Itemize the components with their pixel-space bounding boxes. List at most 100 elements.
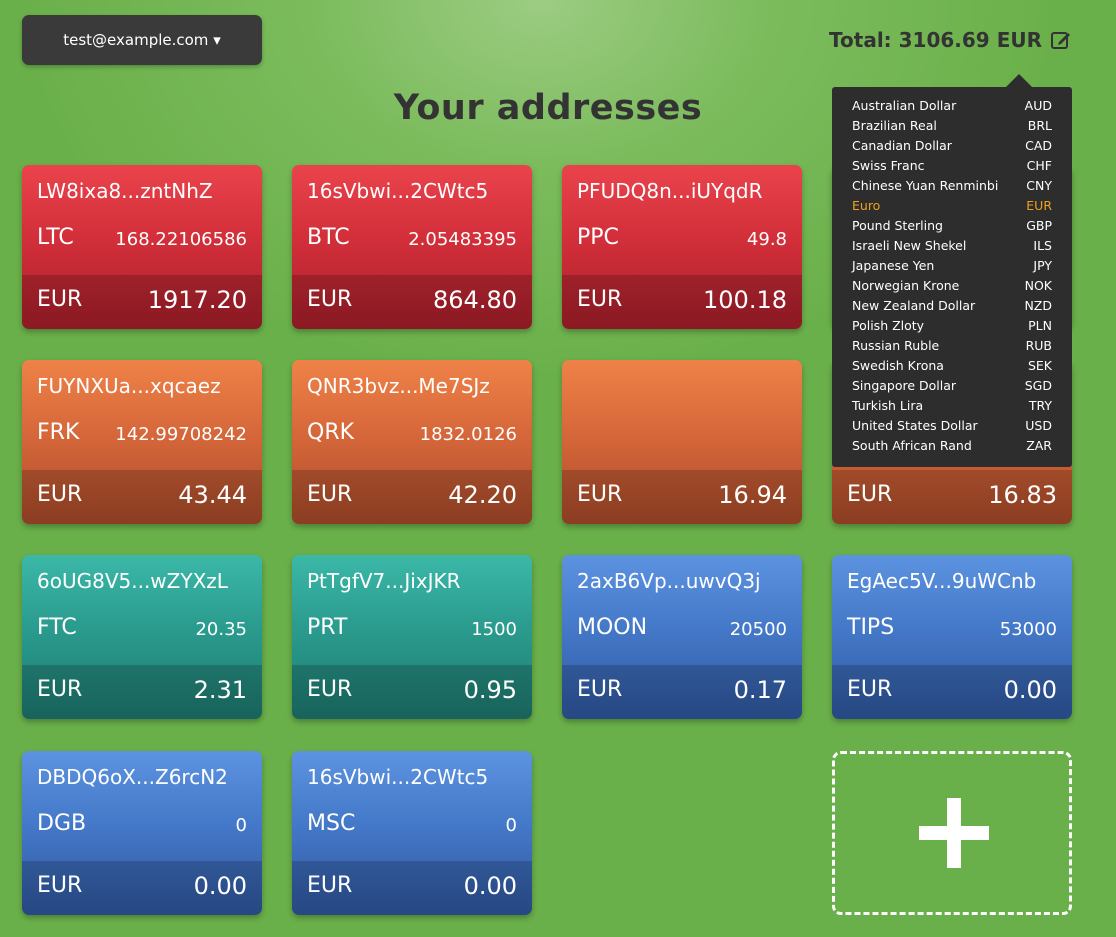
card-balance: 1832.0126 (419, 424, 517, 445)
card-symbol: FRK (37, 420, 80, 445)
card-value: 2.31 (193, 676, 247, 704)
currency-code: EUR (1026, 197, 1052, 213)
card-footer: EUR 0.00 (292, 861, 532, 915)
currency-code: PLN (1028, 317, 1052, 333)
account-menu-button[interactable]: test@example.com ▾ (22, 15, 262, 65)
currency-code: NOK (1024, 277, 1052, 293)
address-card[interactable]: 6oUG8V5...wZYXzL FTC 20.35 EUR 2.31 (22, 555, 262, 719)
card-footer: EUR 16.94 (562, 470, 802, 524)
currency-option-cad[interactable]: Canadian Dollar CAD (852, 135, 1052, 155)
card-currency: EUR (577, 677, 623, 702)
currency-option-aud[interactable]: Australian Dollar AUD (852, 95, 1052, 115)
currency-option-brl[interactable]: Brazilian Real BRL (852, 115, 1052, 135)
card-footer: EUR 2.31 (22, 665, 262, 719)
card-balance: 142.99708242 (115, 424, 247, 445)
currency-option-gbp[interactable]: Pound Sterling GBP (852, 215, 1052, 235)
card-symbol: PRT (307, 615, 348, 640)
card-symbol: LTC (37, 225, 74, 250)
card-currency: EUR (307, 482, 353, 507)
currency-name: Russian Ruble (852, 337, 940, 353)
address-card[interactable]: 16sVbwi...2CWtc5 BTC 2.05483395 EUR 864.80 (292, 165, 532, 329)
currency-option-chf[interactable]: Swiss Franc CHF (852, 155, 1052, 175)
card-value: 16.94 (718, 481, 787, 509)
card-value: 0.95 (463, 676, 517, 704)
currency-option-nzd[interactable]: New Zealand Dollar NZD (852, 295, 1052, 315)
card-symbol: DGB (37, 811, 87, 836)
card-balance: 2.05483395 (408, 229, 517, 250)
card-currency: EUR (37, 287, 83, 312)
currency-option-ils[interactable]: Israeli New Shekel ILS (852, 235, 1052, 255)
card-address: DBDQ6oX...Z6rcN2 (37, 765, 228, 789)
card-balance: 20500 (729, 619, 787, 640)
page-title: Your addresses (393, 88, 703, 128)
currency-code: BRL (1027, 117, 1052, 133)
address-card[interactable]: FUYNXUa...xqcaez FRK 142.99708242 EUR 43.44 (22, 360, 262, 524)
card-address: LW8ixa8...zntNhZ (37, 179, 213, 203)
currency-name: Chinese Yuan Renminbi (852, 177, 999, 193)
address-card[interactable]: PFUDQ8n...iUYqdR PPC 49.8 EUR 100.18 (562, 165, 802, 329)
currency-option-pln[interactable]: Polish Zloty PLN (852, 315, 1052, 335)
currency-option-nok[interactable]: Norwegian Krone NOK (852, 275, 1052, 295)
currency-option-eur[interactable]: Euro EUR (852, 195, 1052, 215)
address-card[interactable]: LW8ixa8...zntNhZ LTC 168.22106586 EUR 1917.2… (22, 165, 262, 329)
currency-option-sgd[interactable]: Singapore Dollar SGD (852, 375, 1052, 395)
card-address: 6oUG8V5...wZYXzL (37, 569, 228, 593)
card-symbol: TIPS (847, 615, 895, 640)
currency-option-zar[interactable]: South African Rand ZAR (852, 435, 1052, 455)
currency-name: Canadian Dollar (852, 137, 952, 153)
card-footer: EUR 864.80 (292, 275, 532, 329)
card-footer: EUR 0.00 (832, 665, 1072, 719)
currency-code: SGD (1024, 377, 1052, 393)
currency-name: Polish Zloty (852, 317, 925, 333)
card-address: EgAec5V...9uWCnb (847, 569, 1037, 593)
currency-name: Turkish Lira (852, 397, 924, 413)
currency-option-cny[interactable]: Chinese Yuan Renminbi CNY (852, 175, 1052, 195)
card-balance: 0 (235, 815, 247, 836)
currency-list: Australian Dollar AUD Brazilian Real BRL Can… (832, 87, 1072, 455)
currency-code: SEK (1027, 357, 1052, 373)
currency-name: Israeli New Shekel (852, 237, 967, 253)
currency-name: Brazilian Real (852, 117, 937, 133)
currency-code: RUB (1025, 337, 1052, 353)
currency-name: South African Rand (852, 437, 972, 453)
account-email: test@example.com ▾ (63, 31, 221, 49)
currency-code: NZD (1024, 297, 1052, 313)
currency-option-sek[interactable]: Swedish Krona SEK (852, 355, 1052, 375)
add-address-button[interactable] (832, 751, 1072, 915)
card-value: 43.44 (178, 481, 247, 509)
card-footer: EUR 43.44 (22, 470, 262, 524)
currency-code: ILS (1033, 237, 1052, 253)
card-address: 16sVbwi...2CWtc5 (307, 179, 489, 203)
currency-option-usd[interactable]: United States Dollar USD (852, 415, 1052, 435)
edit-icon[interactable] (1050, 29, 1072, 51)
card-symbol: FTC (37, 615, 77, 640)
card-currency: EUR (307, 873, 353, 898)
card-symbol: BTC (307, 225, 350, 250)
address-card[interactable]: DBDQ6oX...Z6rcN2 DGB 0 EUR 0.00 (22, 751, 262, 915)
currency-name: Pound Sterling (852, 217, 943, 233)
address-card[interactable]: EgAec5V...9uWCnb TIPS 53000 EUR 0.00 (832, 555, 1072, 719)
currency-option-jpy[interactable]: Japanese Yen JPY (852, 255, 1052, 275)
address-card[interactable]: 2axB6Vp...uwvQ3j MOON 20500 EUR 0.17 (562, 555, 802, 719)
card-balance: 20.35 (195, 619, 247, 640)
currency-name: Australian Dollar (852, 97, 957, 113)
currency-code: USD (1025, 417, 1052, 433)
card-balance: 1500 (471, 619, 517, 640)
currency-code: CHF (1026, 157, 1052, 173)
card-symbol: MOON (577, 615, 648, 640)
card-footer: EUR 42.20 (292, 470, 532, 524)
card-symbol: QRK (307, 420, 355, 445)
currency-code: TRY (1028, 397, 1052, 413)
currency-option-rub[interactable]: Russian Ruble RUB (852, 335, 1052, 355)
currency-option-try[interactable]: Turkish Lira TRY (852, 395, 1052, 415)
card-footer: EUR 0.00 (22, 861, 262, 915)
address-card[interactable]: EUR 16.94 (562, 360, 802, 524)
card-balance: 53000 (999, 619, 1057, 640)
card-address: 2axB6Vp...uwvQ3j (577, 569, 761, 593)
card-value: 0.00 (193, 872, 247, 900)
card-balance: 168.22106586 (115, 229, 247, 250)
address-card[interactable]: 16sVbwi...2CWtc5 MSC 0 EUR 0.00 (292, 751, 532, 915)
address-card[interactable]: QNR3bvz...Me7SJz QRK 1832.0126 EUR 42.20 (292, 360, 532, 524)
card-currency: EUR (577, 287, 623, 312)
address-card[interactable]: PtTgfV7...JixJKR PRT 1500 EUR 0.95 (292, 555, 532, 719)
